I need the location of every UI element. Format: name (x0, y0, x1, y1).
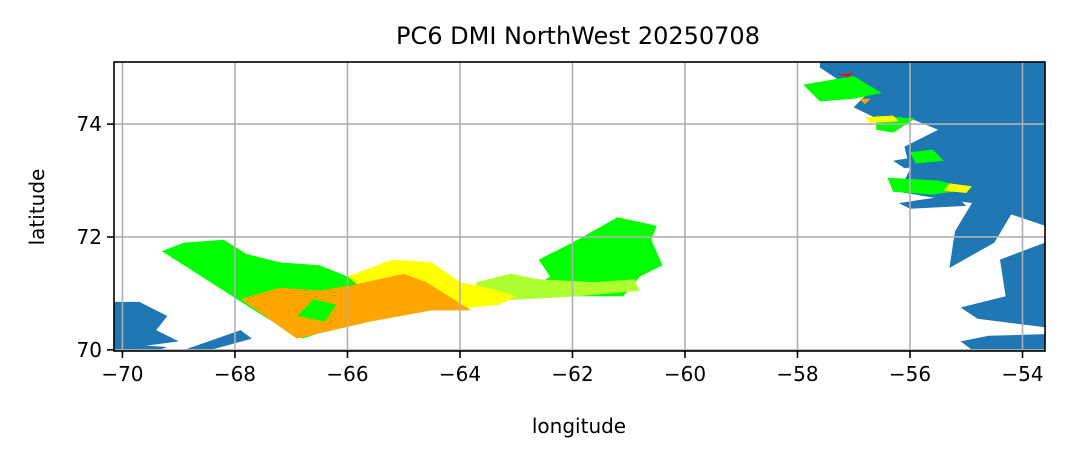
x-axis-label: longitude (532, 414, 626, 438)
ice-light-green (471, 273, 640, 302)
land-disko-peninsula (960, 334, 1045, 351)
y-axis-label: latitude (25, 169, 49, 246)
x-tick-label: −58 (776, 362, 818, 386)
x-tick-label: −62 (551, 362, 593, 386)
ice-orange (240, 273, 472, 339)
x-tick-label: −68 (214, 362, 256, 386)
y-tick-label: 74 (77, 112, 102, 136)
x-tick-label: −54 (1001, 362, 1043, 386)
x-tick-label: −60 (664, 362, 706, 386)
plot-frame (113, 61, 1046, 352)
ice-coast-orange (859, 98, 871, 105)
land-island-73n (898, 194, 967, 209)
ice-coast-green-d (910, 149, 944, 164)
y-tick-label: 70 (77, 338, 102, 362)
axis-ticks: −70 −68 −66 −64 −62 −60 −58 −56 −54 70 72 74 (77, 112, 1044, 386)
ice-coast-yellow-b (943, 183, 972, 193)
chart-title: PC6 DMI NorthWest 20250708 (396, 22, 760, 50)
ice-coast-red (836, 73, 854, 77)
x-tick-label: −70 (101, 362, 143, 386)
ice-coast-green-a (803, 76, 882, 102)
map-regions (114, 62, 1045, 351)
x-tick-label: −56 (889, 362, 931, 386)
grid-lines (114, 62, 1045, 351)
ice-green-west (161, 239, 489, 339)
land-greenland-southeast (960, 242, 1045, 328)
x-tick-label: −66 (326, 362, 368, 386)
x-tick-label: −64 (439, 362, 481, 386)
land-baffin-coast (114, 301, 179, 350)
ice-green-patch-inner (296, 299, 337, 322)
y-tick-label: 72 (77, 225, 102, 249)
land-baffin-island-a (184, 330, 252, 351)
ice-coast-yellow-a (865, 115, 899, 123)
